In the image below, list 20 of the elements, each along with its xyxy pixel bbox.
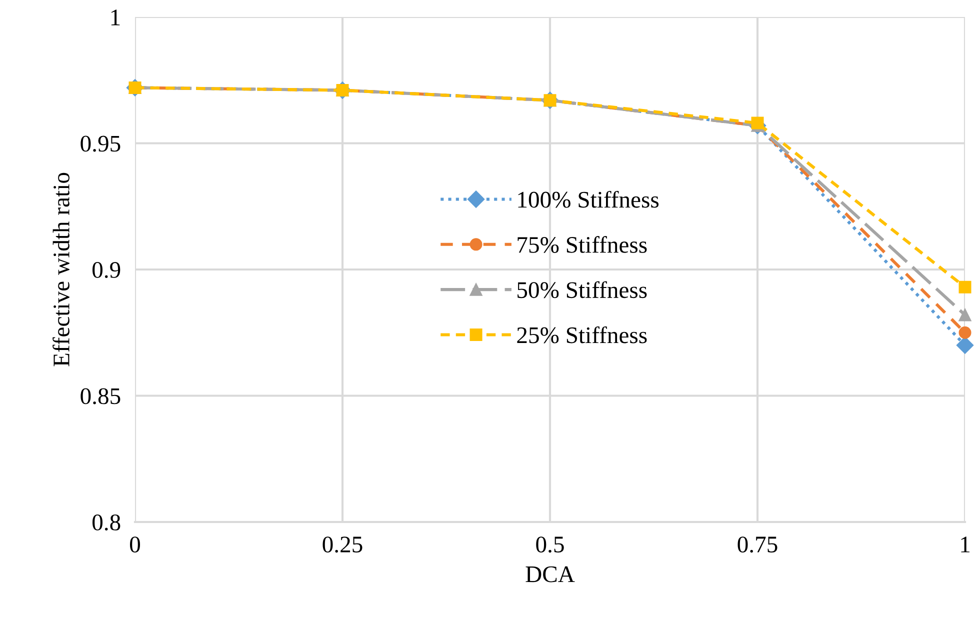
- y-axis-title: Effective width ratio: [52, 172, 70, 366]
- legend-label: 100% Stiffness: [518, 190, 659, 208]
- legend-label: 25% Stiffness: [517, 326, 647, 344]
- point: [958, 326, 972, 339]
- legend-label: 75% Stiffness: [518, 236, 647, 253]
- x-axis-title: DCA: [526, 566, 575, 582]
- legend-label: 50% Stiffness: [518, 281, 647, 298]
- y-tick-label: 0.95: [80, 136, 120, 152]
- point: [958, 308, 972, 322]
- point: [956, 336, 974, 354]
- point: [958, 280, 972, 294]
- x-tick-label: 0.5: [536, 536, 564, 553]
- y-tick-label: 1: [111, 10, 120, 26]
- y-tick-label: 0.9: [92, 262, 120, 278]
- x-tick-label: 0: [130, 536, 140, 553]
- x-tick-label: 1: [961, 536, 970, 552]
- y-tick-label: 0.8: [92, 514, 120, 531]
- y-tick-label: 0.85: [80, 388, 120, 404]
- x-tick-label: 0.75: [738, 536, 778, 553]
- x-tick-label: 0.25: [322, 536, 362, 553]
